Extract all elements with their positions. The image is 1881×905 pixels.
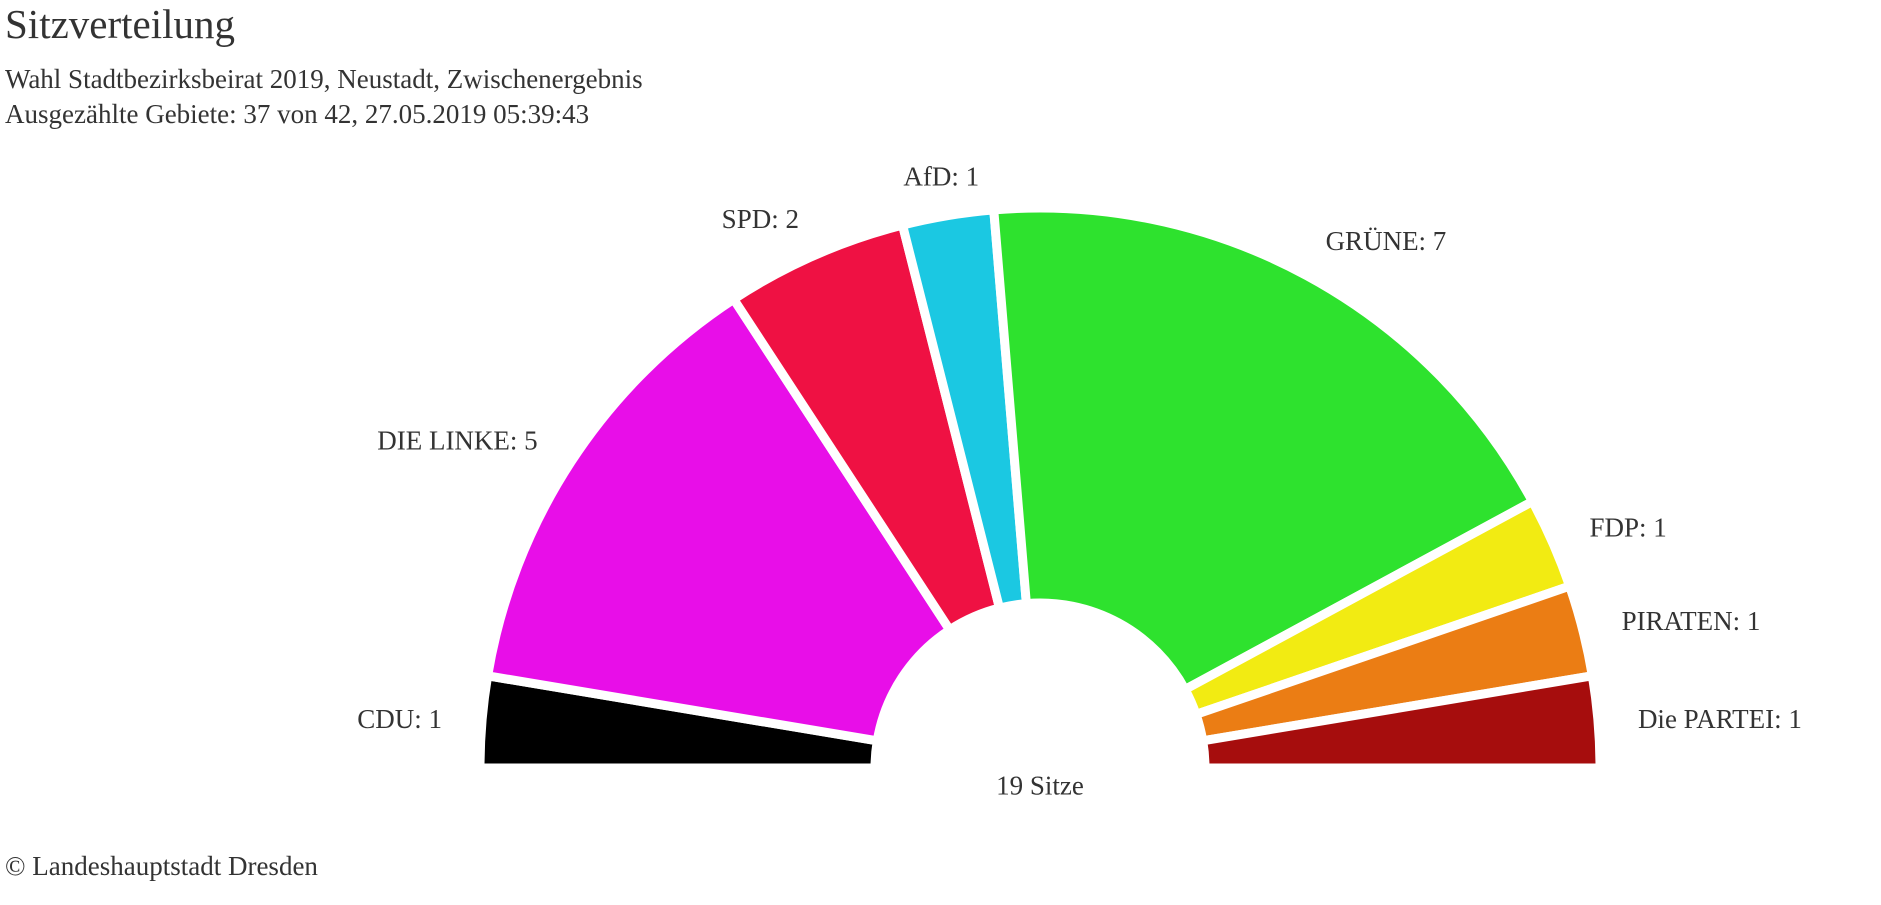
chart-title: Sitzverteilung <box>5 1 236 47</box>
chart-subtitle: Wahl Stadtbezirksbeirat 2019, Neustadt, … <box>5 62 643 132</box>
wedge-label-piraten: PIRATEN: 1 <box>1622 606 1761 636</box>
total-seats-label: 19 Sitze <box>996 770 1084 800</box>
subtitle-line-1: Wahl Stadtbezirksbeirat 2019, Neustadt, … <box>5 64 643 94</box>
copyright-text: © Landeshauptstadt Dresden <box>5 851 318 881</box>
wedge-label-cdu: CDU: 1 <box>357 704 442 734</box>
wedge-label-grune: GRÜNE: 7 <box>1326 226 1447 256</box>
wedge-label-fdp: FDP: 1 <box>1589 512 1666 542</box>
wedge-die-partei[interactable] <box>1198 671 1605 773</box>
wedge-die-linke[interactable] <box>483 294 955 746</box>
subtitle-line-2: Ausgezählte Gebiete: 37 von 42, 27.05.20… <box>5 99 590 129</box>
wedge-grune[interactable] <box>989 203 1538 694</box>
wedge-label-die-linke: DIE LINKE: 5 <box>377 425 537 455</box>
wedge-label-afd: AfD: 1 <box>903 162 979 192</box>
wedge-label-spd: SPD: 2 <box>722 204 799 234</box>
wedge-label-die-partei: Die PARTEI: 1 <box>1638 704 1802 734</box>
